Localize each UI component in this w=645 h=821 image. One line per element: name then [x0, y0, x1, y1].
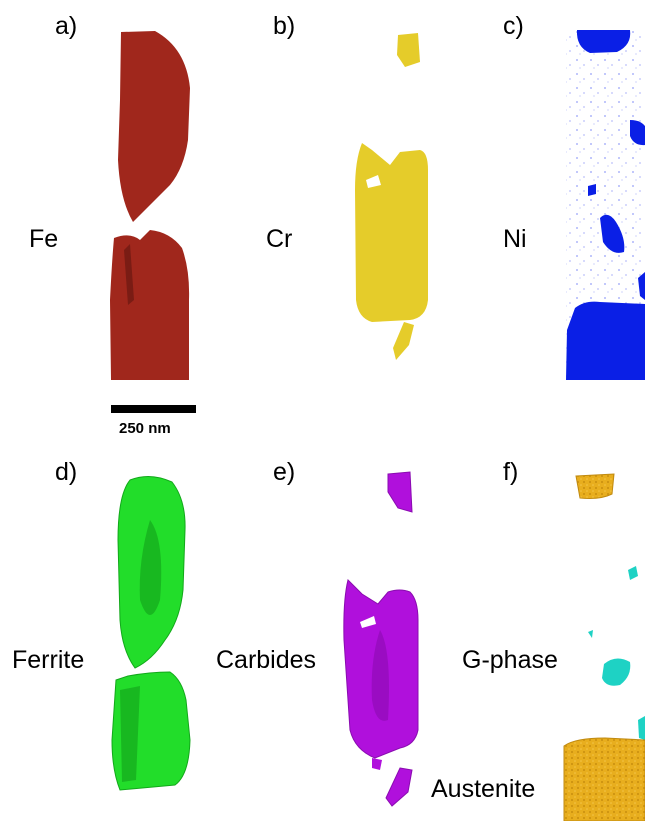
carbide-main-shade — [371, 630, 389, 721]
fe-streak — [124, 244, 134, 305]
ni-top-cluster — [576, 30, 631, 53]
ni-edge-fragment — [638, 272, 645, 300]
ni-bottom-cluster — [566, 301, 645, 380]
cr-atom-map — [355, 33, 428, 360]
g-phase-particle-2 — [588, 630, 593, 638]
ferrite-upper-shade — [139, 520, 162, 615]
cr-bottom-fragment — [393, 322, 414, 360]
ni-atom-map — [566, 30, 645, 380]
austenite-bottom — [563, 737, 645, 821]
cr-label: Cr — [266, 225, 293, 253]
g-phase-label: G-phase — [462, 646, 558, 674]
fe-atom-map — [110, 31, 190, 380]
panel-e-label: e) — [273, 458, 296, 486]
fe-lower-cluster — [110, 230, 190, 380]
cr-main-cluster — [355, 143, 428, 322]
ferrite-label: Ferrite — [12, 646, 85, 674]
ni-mid-cluster — [600, 214, 625, 253]
carbide-drop — [372, 758, 382, 770]
carbides-label: Carbides — [216, 646, 317, 674]
cr-void — [366, 175, 381, 188]
panel-f-label: f) — [503, 458, 519, 486]
panel-c-label: c) — [503, 12, 524, 40]
fe-upper-cluster — [118, 31, 190, 222]
ferrite-lower-shade — [120, 686, 140, 782]
carbide-bottom — [385, 767, 413, 807]
scale-bar-label: 250 nm — [119, 420, 171, 437]
austenite-top — [575, 473, 615, 499]
panel-b-label: b) — [273, 12, 296, 40]
ni-right-fragment — [630, 120, 645, 146]
carbide-void — [360, 616, 376, 628]
panel-a-label: a) — [55, 12, 78, 40]
fe-label: Fe — [29, 225, 59, 253]
ni-label: Ni — [503, 225, 527, 253]
ni-small-fragment — [588, 184, 596, 196]
scale-bar — [111, 405, 196, 413]
g-phase-particle-4 — [638, 716, 645, 740]
carbide-top — [387, 471, 413, 513]
g-phase-particle-1 — [628, 566, 638, 580]
cr-top-fragment — [397, 33, 420, 67]
ferrite-isosurface — [111, 476, 191, 791]
g-phase-isosurface — [563, 473, 645, 821]
panel-d-label: d) — [55, 458, 78, 486]
austenite-label: Austenite — [431, 775, 536, 803]
g-phase-particle-3 — [602, 658, 631, 686]
carbides-isosurface — [343, 471, 419, 807]
